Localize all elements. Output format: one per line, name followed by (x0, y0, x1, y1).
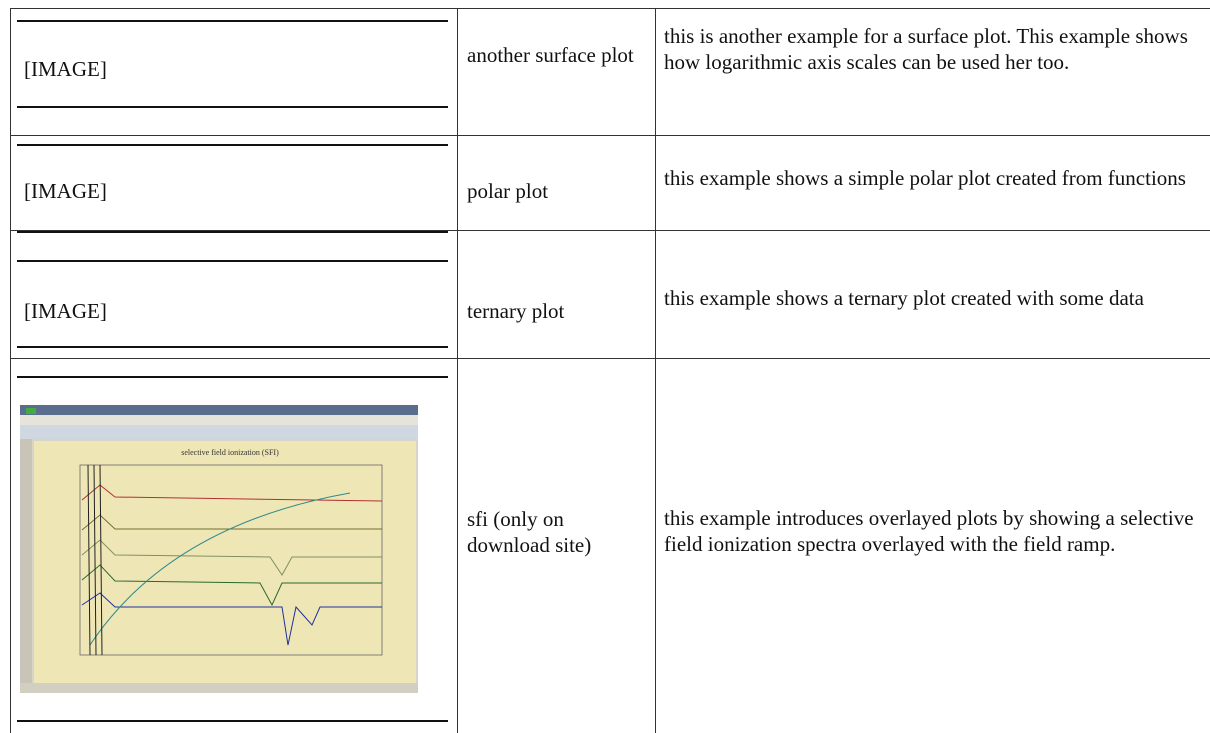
rule (17, 260, 448, 262)
rule (17, 144, 448, 146)
rule (17, 720, 448, 722)
example-description: this example shows a ternary plot create… (664, 286, 1144, 310)
image-placeholder: [IMAGE] (24, 57, 107, 81)
example-description: this example introduces overlayed plots … (664, 506, 1194, 556)
rule (17, 346, 448, 348)
rule (17, 20, 448, 22)
rule (17, 231, 448, 233)
image-placeholder: [IMAGE] (24, 179, 107, 203)
table-border (10, 8, 1210, 9)
image-placeholder: [IMAGE] (24, 299, 107, 323)
example-name: another surface plot (467, 43, 634, 67)
row-border (10, 135, 1210, 136)
thumbnail-title: selective field ionization (SFI) (181, 448, 279, 457)
example-name: sfi (only on download site) (467, 507, 592, 557)
table-border (10, 8, 11, 733)
example-description: this is another example for a surface pl… (664, 24, 1188, 74)
example-name: polar plot (467, 179, 549, 203)
column-border (655, 8, 656, 733)
example-name: ternary plot (467, 299, 565, 323)
screenshot-thumbnail: selective field ionization (SFI) (20, 405, 418, 693)
rule (17, 376, 448, 378)
rule (17, 106, 448, 108)
column-border (457, 8, 458, 733)
row-border (10, 230, 1210, 231)
row-border (10, 358, 1210, 359)
example-description: this example shows a simple polar plot c… (664, 166, 1186, 190)
